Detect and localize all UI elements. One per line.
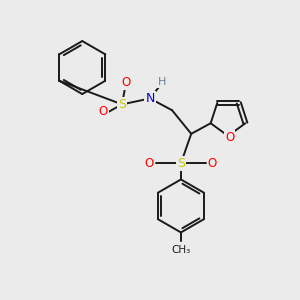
Text: N: N xyxy=(145,92,155,105)
Text: CH₃: CH₃ xyxy=(171,245,190,255)
Text: H: H xyxy=(158,77,166,87)
Text: S: S xyxy=(118,98,126,111)
Text: S: S xyxy=(177,157,185,170)
Text: O: O xyxy=(145,157,154,170)
Text: O: O xyxy=(99,105,108,118)
Text: O: O xyxy=(208,157,217,170)
Text: O: O xyxy=(122,76,131,89)
Text: O: O xyxy=(225,131,234,144)
